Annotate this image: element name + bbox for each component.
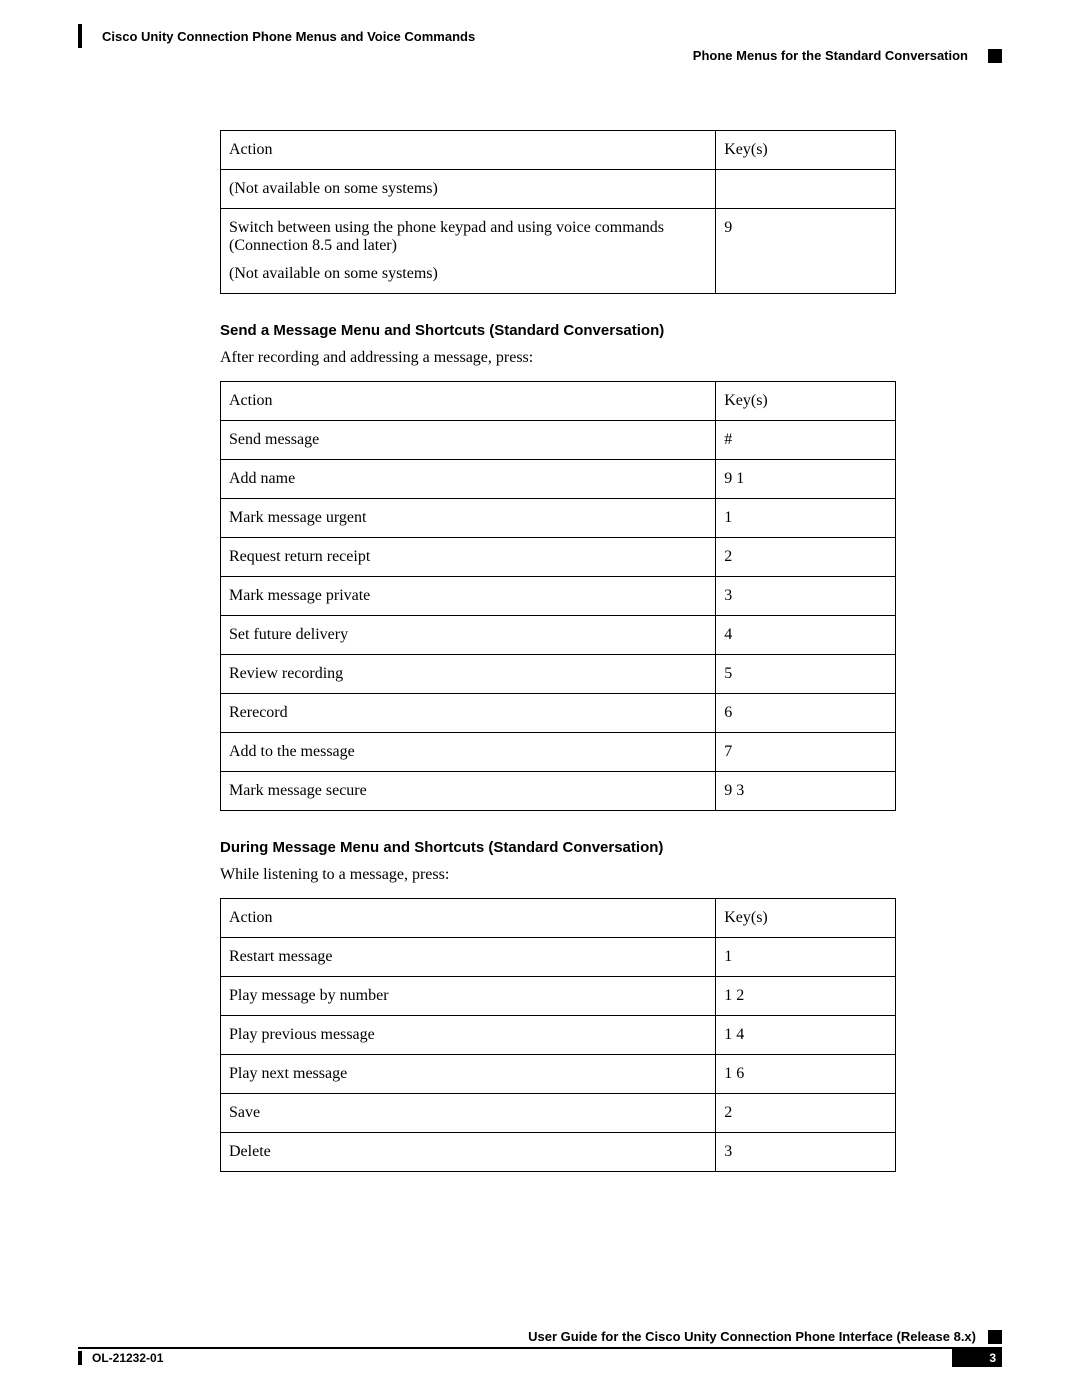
cell-action: Play previous message xyxy=(221,1016,716,1055)
cell-line: Switch between using the phone keypad an… xyxy=(229,219,707,255)
table-row: Set future delivery4 xyxy=(221,616,896,655)
cell-key xyxy=(716,170,896,209)
cell-key: 9 3 xyxy=(716,772,896,811)
cell-action: Switch between using the phone keypad an… xyxy=(221,209,716,294)
table-row: Save2 xyxy=(221,1094,896,1133)
page-number: 3 xyxy=(952,1349,1002,1367)
cell-action: Save xyxy=(221,1094,716,1133)
header-action: Action xyxy=(221,899,716,938)
table-during-message: Action Key(s) Restart message1Play messa… xyxy=(220,898,896,1172)
footer-doc-text: OL-21232-01 xyxy=(92,1351,163,1365)
header-bar-icon xyxy=(78,24,82,48)
page-footer: User Guide for the Cisco Unity Connectio… xyxy=(78,1329,1002,1369)
header-left: Cisco Unity Connection Phone Menus and V… xyxy=(78,24,475,48)
footer-bar-icon xyxy=(78,1351,82,1365)
header-right: Phone Menus for the Standard Conversatio… xyxy=(693,48,1002,63)
cell-key: 2 xyxy=(716,1094,896,1133)
table-row: Action Key(s) xyxy=(221,131,896,170)
cell-key: 1 6 xyxy=(716,1055,896,1094)
table-row: Action Key(s) xyxy=(221,382,896,421)
cell-key: 5 xyxy=(716,655,896,694)
cell-key: 9 xyxy=(716,209,896,294)
cell-action: Delete xyxy=(221,1133,716,1172)
table-row: Rerecord6 xyxy=(221,694,896,733)
table-row: Add to the message7 xyxy=(221,733,896,772)
table-summary: Action Key(s) (Not available on some sys… xyxy=(220,130,896,294)
cell-action: (Not available on some systems) xyxy=(221,170,716,209)
section-heading: During Message Menu and Shortcuts (Stand… xyxy=(220,839,896,856)
table-row: Request return receipt2 xyxy=(221,538,896,577)
table-row: Switch between using the phone keypad an… xyxy=(221,209,896,294)
table-row: Mark message secure9 3 xyxy=(221,772,896,811)
cell-line: (Not available on some systems) xyxy=(229,265,707,283)
cell-key: 1 xyxy=(716,938,896,977)
cell-key: 6 xyxy=(716,694,896,733)
cell-key: 3 xyxy=(716,577,896,616)
section-heading: Send a Message Menu and Shortcuts (Stand… xyxy=(220,322,896,339)
table-row: Mark message private3 xyxy=(221,577,896,616)
header-action: Action xyxy=(221,131,716,170)
cell-action: Play next message xyxy=(221,1055,716,1094)
table-send-message: Action Key(s) Send message#Add name9 1Ma… xyxy=(220,381,896,811)
header-key: Key(s) xyxy=(716,382,896,421)
table-row: Review recording5 xyxy=(221,655,896,694)
cell-action: Add name xyxy=(221,460,716,499)
cell-action: Request return receipt xyxy=(221,538,716,577)
cell-key: 1 4 xyxy=(716,1016,896,1055)
header-key: Key(s) xyxy=(716,131,896,170)
cell-action: Set future delivery xyxy=(221,616,716,655)
doc-title: Cisco Unity Connection Phone Menus and V… xyxy=(102,29,475,44)
cell-action: Play message by number xyxy=(221,977,716,1016)
table-row: Play previous message1 4 xyxy=(221,1016,896,1055)
page-content: Action Key(s) (Not available on some sys… xyxy=(220,130,896,1200)
section-intro: While listening to a message, press: xyxy=(220,866,896,884)
table-row: Delete3 xyxy=(221,1133,896,1172)
cell-key: 3 xyxy=(716,1133,896,1172)
footer-doc-id: OL-21232-01 xyxy=(78,1351,163,1365)
table-row: Restart message1 xyxy=(221,938,896,977)
footer-guide: User Guide for the Cisco Unity Connectio… xyxy=(528,1329,1002,1344)
cell-action: Mark message urgent xyxy=(221,499,716,538)
cell-key: 1 2 xyxy=(716,977,896,1016)
cell-action: Review recording xyxy=(221,655,716,694)
table-row: Mark message urgent1 xyxy=(221,499,896,538)
cell-key: 9 1 xyxy=(716,460,896,499)
table-row: Send message# xyxy=(221,421,896,460)
cell-action: Mark message secure xyxy=(221,772,716,811)
cell-key: 2 xyxy=(716,538,896,577)
footer-square-icon xyxy=(988,1330,1002,1344)
cell-key: # xyxy=(716,421,896,460)
cell-action: Add to the message xyxy=(221,733,716,772)
cell-action: Rerecord xyxy=(221,694,716,733)
cell-action: Send message xyxy=(221,421,716,460)
table-row: Play message by number1 2 xyxy=(221,977,896,1016)
cell-key: 4 xyxy=(716,616,896,655)
header-key: Key(s) xyxy=(716,899,896,938)
header-square-icon xyxy=(988,49,1002,63)
header-action: Action xyxy=(221,382,716,421)
cell-action: Mark message private xyxy=(221,577,716,616)
section-intro: After recording and addressing a message… xyxy=(220,349,896,367)
cell-key: 1 xyxy=(716,499,896,538)
section-title-header: Phone Menus for the Standard Conversatio… xyxy=(693,48,968,63)
footer-rule-icon xyxy=(78,1347,1002,1349)
table-row: Play next message1 6 xyxy=(221,1055,896,1094)
cell-action: Restart message xyxy=(221,938,716,977)
table-row: Add name9 1 xyxy=(221,460,896,499)
footer-guide-text: User Guide for the Cisco Unity Connectio… xyxy=(528,1329,976,1344)
cell-key: 7 xyxy=(716,733,896,772)
table-row: (Not available on some systems) xyxy=(221,170,896,209)
table-row: Action Key(s) xyxy=(221,899,896,938)
